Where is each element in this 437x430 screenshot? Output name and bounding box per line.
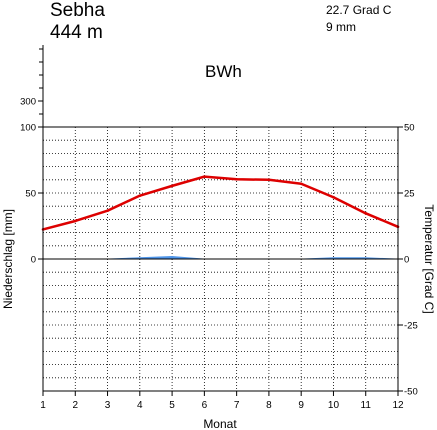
temperature-point [299,182,303,186]
x-tick-label: 5 [169,400,175,411]
temperature-line [42,175,399,231]
x-axis-title: Monat [203,417,237,430]
annual-precipitation: 9 mm [326,20,356,34]
station-name: Sebha [50,0,105,21]
y-left-tick-label: 50 [25,189,36,200]
y-right-tick-label: -25 [404,321,418,332]
mean-temperature: 22.7 Grad C [326,3,392,17]
y-left-axis-title: Niederschlag [mm] [1,209,15,309]
x-tick-label: 7 [234,400,240,411]
temperature-point [364,212,368,215]
x-tick-label: 1 [40,400,46,411]
y-right-tick-label: 50 [404,123,415,134]
chart-axes [38,100,403,396]
station-elevation: 444 m [50,22,103,43]
temperature-point [138,194,142,197]
x-tick-label: 6 [202,400,208,411]
y-right-tick-label: 0 [404,255,409,266]
x-tick-label: 3 [105,400,111,411]
x-tick-label: 2 [72,400,78,411]
y-left-tick-label: 100 [20,123,36,134]
x-tick-label: 10 [328,400,340,411]
temperature-point [267,178,271,182]
temperature-point [332,195,335,199]
y-left-tick-label: 300 [20,97,36,108]
y-right-tick-label: 25 [404,189,415,200]
x-tick-label: 4 [137,400,143,411]
axis-labels: 1 2 3 4 5 6 7 8 9 10 11 1210050030050250-25-50Monat… [1,97,436,430]
x-tick-label: 11 [361,400,372,411]
x-tick-label: 8 [266,400,272,411]
x-tick-label: 9 [298,400,304,411]
y-right-tick-label: -50 [404,387,418,398]
temperature-point [170,184,174,188]
x-tick-label: 12 [392,400,404,411]
y-right-axis-title: Temperatur [Grad C] [422,204,436,313]
temperature-point [73,219,77,223]
y-left-tick-label: 0 [31,255,36,266]
temperature-point [235,177,238,181]
climate-classification: BWh [205,62,242,81]
temperature-series [41,175,400,231]
upper-scale-ticks [39,45,44,127]
temperature-point [203,175,206,178]
temperature-point [106,209,109,212]
